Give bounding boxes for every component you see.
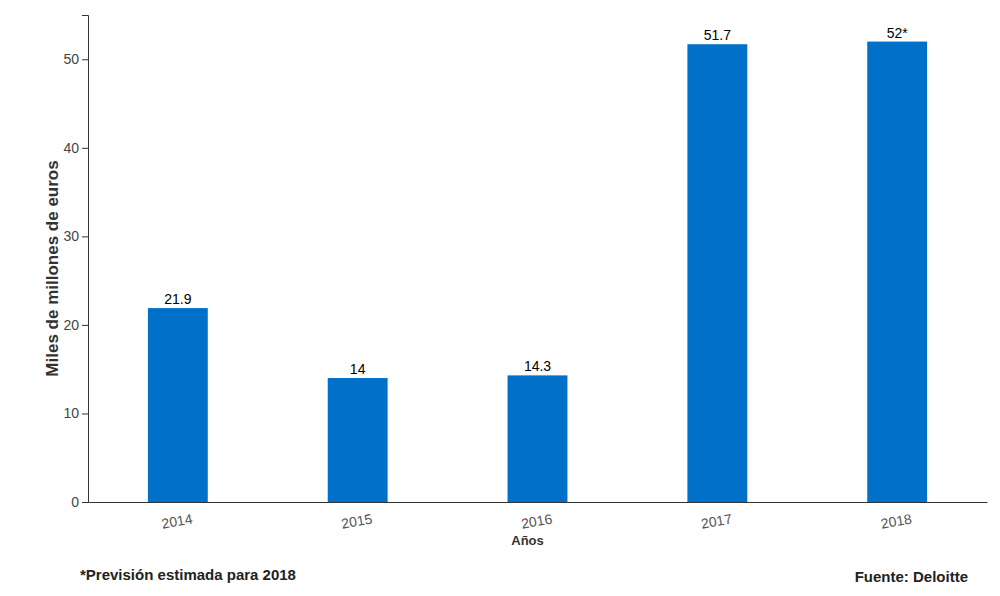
x-tick: 2015 (340, 502, 374, 532)
y-tick-mark (82, 502, 88, 503)
y-axis-title: Miles de millones de euros (43, 160, 62, 376)
y-tick-label: 10 (63, 405, 79, 421)
y-tick-mark (82, 59, 88, 60)
x-tick-label: 2014 (160, 510, 194, 531)
data-label: 14 (350, 361, 366, 377)
bar (148, 308, 208, 502)
x-tick: 2016 (520, 502, 554, 532)
x-tick-label: 2015 (340, 510, 374, 531)
y-tick-label: 40 (63, 140, 79, 156)
chart: 0 10 20 30 40 50 2014 2015 2016 2017 2018 21.9 14 14.… (0, 0, 1000, 596)
x-tick: 2018 (880, 502, 914, 532)
x-tick-label: 2018 (880, 510, 914, 531)
y-tick-mark (82, 236, 88, 237)
x-tick: 2017 (700, 502, 734, 532)
data-label: 52* (887, 25, 909, 41)
x-axis-title: Años (511, 533, 544, 548)
y-tick-mark (82, 413, 88, 414)
bar (687, 44, 747, 502)
bar (867, 42, 927, 502)
x-tick: 2014 (160, 502, 194, 532)
y-axis-line (82, 16, 89, 503)
y-tick-label: 50 (63, 51, 79, 67)
bars (148, 42, 927, 502)
y-tick: 20 (63, 317, 88, 333)
y-tick-mark (82, 148, 88, 149)
y-tick: 10 (63, 405, 88, 421)
y-tick: 50 (63, 51, 88, 67)
bar (508, 375, 568, 502)
footnote: *Previsión estimada para 2018 (80, 566, 296, 583)
data-label: 21.9 (164, 291, 191, 307)
x-tick-label: 2017 (700, 510, 734, 531)
data-labels: 21.9 14 14.3 51.7 52* (164, 25, 908, 377)
y-tick: 40 (63, 140, 88, 156)
y-tick-label: 30 (63, 228, 79, 244)
source: Fuente: Deloitte (855, 568, 968, 585)
y-tick-label: 20 (63, 317, 79, 333)
x-axis: 2014 2015 2016 2017 2018 (89, 502, 988, 532)
bar (328, 378, 388, 502)
data-label: 51.7 (704, 27, 731, 43)
x-axis-line (89, 502, 988, 503)
y-tick-mark (82, 325, 88, 326)
x-tick-label: 2016 (520, 510, 554, 531)
y-axis: 0 10 20 30 40 50 (63, 16, 88, 510)
y-tick-label: 0 (71, 494, 79, 510)
y-tick: 0 (71, 494, 88, 510)
data-label: 14.3 (524, 358, 551, 374)
y-tick: 30 (63, 228, 88, 244)
